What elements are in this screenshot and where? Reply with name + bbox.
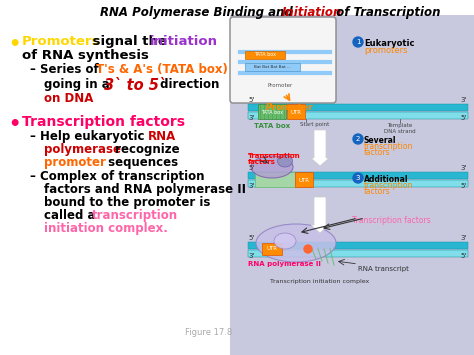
Text: T's & A's (TATA box): T's & A's (TATA box) — [96, 63, 228, 76]
Text: transcription: transcription — [92, 209, 178, 222]
Bar — [248, 250, 468, 257]
Bar — [255, 172, 295, 187]
Text: Transcription factors: Transcription factors — [22, 115, 185, 129]
Text: 3': 3' — [460, 235, 466, 241]
Text: RNA transcript: RNA transcript — [358, 266, 409, 272]
Circle shape — [353, 37, 363, 47]
Text: – Complex of transcription: – Complex of transcription — [30, 170, 204, 183]
Bar — [287, 104, 305, 119]
Text: Transcription initiation complex: Transcription initiation complex — [270, 279, 370, 284]
Bar — [248, 180, 468, 187]
Text: factors: factors — [248, 159, 276, 165]
Ellipse shape — [256, 224, 336, 262]
Text: on DNA: on DNA — [44, 92, 93, 105]
Text: sequences: sequences — [104, 156, 178, 169]
FancyBboxPatch shape — [230, 17, 336, 103]
Text: promoter: promoter — [44, 156, 106, 169]
Text: factors: factors — [364, 148, 391, 157]
Text: 3': 3' — [460, 165, 466, 171]
Text: 3': 3' — [460, 97, 466, 103]
Text: of Transcription: of Transcription — [332, 6, 440, 19]
Text: 5': 5' — [248, 97, 254, 103]
Text: called a: called a — [44, 209, 100, 222]
Text: Start point: Start point — [301, 122, 329, 127]
Text: 3': 3' — [248, 183, 255, 189]
FancyArrow shape — [311, 130, 329, 166]
Circle shape — [304, 245, 312, 253]
Text: 5': 5' — [248, 235, 254, 241]
Text: TATA box: TATA box — [261, 109, 283, 115]
Text: recognize: recognize — [111, 143, 180, 156]
Text: 1: 1 — [356, 39, 360, 45]
Text: •: • — [8, 35, 20, 54]
Text: 3': 3' — [248, 115, 255, 121]
Text: initiation complex.: initiation complex. — [44, 222, 168, 235]
Text: UTR: UTR — [266, 246, 277, 251]
Circle shape — [353, 173, 363, 183]
Text: TATA box: TATA box — [254, 53, 276, 58]
Text: RNA Polymerase Binding and: RNA Polymerase Binding and — [100, 6, 297, 19]
Text: – Help eukaryotic: – Help eukaryotic — [30, 130, 149, 143]
Text: Transcription: Transcription — [248, 153, 301, 159]
Ellipse shape — [277, 155, 292, 167]
Text: Additional: Additional — [364, 175, 409, 184]
Text: RNA: RNA — [148, 130, 176, 143]
FancyArrow shape — [311, 197, 329, 233]
Text: Transcription factors: Transcription factors — [352, 216, 431, 225]
Text: 3': 3' — [248, 253, 255, 259]
Text: TATA box: TATA box — [254, 123, 290, 129]
Text: 5': 5' — [460, 253, 466, 259]
Text: 3: 3 — [356, 175, 360, 181]
Text: RNA polymerase II: RNA polymerase II — [248, 261, 321, 267]
Text: UTR: UTR — [299, 178, 310, 182]
Text: direction: direction — [156, 78, 219, 91]
Text: 2: 2 — [356, 136, 360, 142]
Text: polymerase: polymerase — [44, 143, 121, 156]
Text: Several: Several — [364, 136, 396, 145]
Bar — [295, 172, 313, 187]
Text: Promoter: Promoter — [267, 83, 292, 88]
Text: factors and RNA polymerase II: factors and RNA polymerase II — [44, 183, 246, 196]
Text: initiation: initiation — [150, 35, 218, 48]
Text: bound to the promoter is: bound to the promoter is — [44, 196, 210, 209]
Bar — [262, 243, 282, 255]
Text: Promoters: Promoters — [22, 35, 100, 48]
Text: of RNA synthesis: of RNA synthesis — [22, 49, 149, 62]
Bar — [245, 51, 285, 59]
Text: Template: Template — [387, 123, 413, 128]
Bar — [258, 104, 286, 119]
Text: 5': 5' — [460, 115, 466, 121]
Bar — [248, 104, 468, 111]
Circle shape — [353, 134, 363, 144]
Text: Bat Bat Bat Bat ...: Bat Bat Bat Bat ... — [254, 65, 291, 69]
Text: transcription: transcription — [364, 142, 413, 151]
Text: •: • — [8, 115, 20, 134]
Text: UTR: UTR — [291, 109, 301, 115]
Text: signal the: signal the — [88, 35, 172, 48]
Text: Promoter: Promoter — [265, 103, 313, 112]
Bar — [230, 15, 474, 355]
Text: 5': 5' — [460, 183, 466, 189]
Text: – Series of: – Series of — [30, 63, 103, 76]
Text: promoters: promoters — [364, 46, 408, 55]
Text: transcription: transcription — [364, 181, 413, 190]
Text: DNA strand: DNA strand — [384, 129, 416, 134]
Bar — [248, 112, 468, 119]
Bar — [248, 242, 468, 249]
Bar — [245, 63, 300, 71]
Text: Initiation: Initiation — [282, 6, 342, 19]
Text: 5': 5' — [248, 165, 254, 171]
Bar — [248, 172, 468, 179]
Ellipse shape — [251, 156, 293, 178]
Ellipse shape — [274, 233, 296, 249]
Text: Eukaryotic: Eukaryotic — [364, 39, 414, 48]
Text: Figure 17.8: Figure 17.8 — [185, 328, 232, 337]
Text: going in a: going in a — [44, 78, 114, 91]
Text: factors: factors — [364, 187, 391, 196]
Text: 3` to 5`: 3` to 5` — [104, 78, 166, 93]
